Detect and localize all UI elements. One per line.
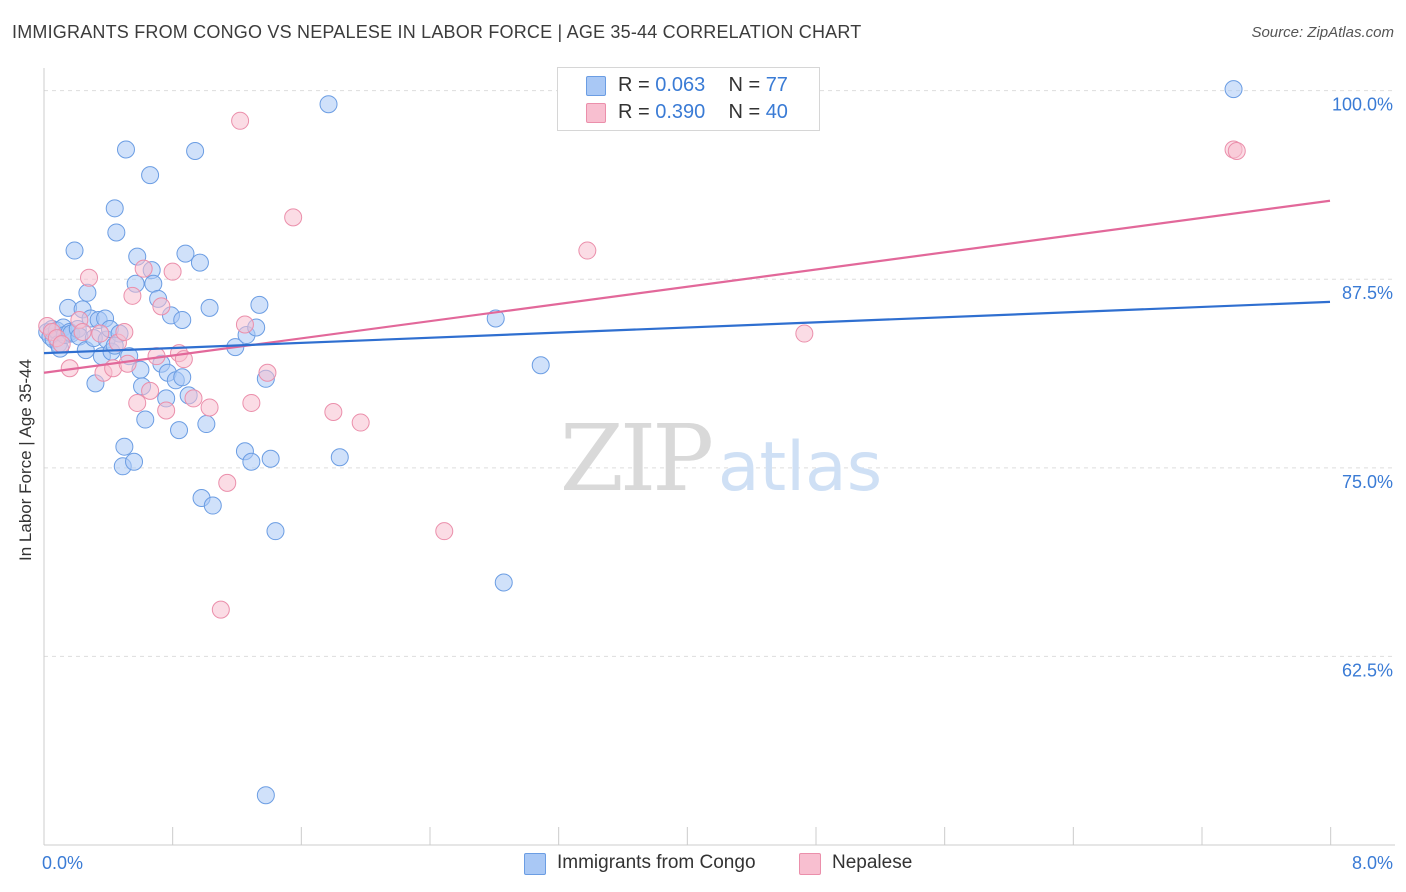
source-label: Source: ZipAtlas.com (1251, 24, 1394, 41)
nepalese-point (123, 286, 142, 305)
nepalese-point (115, 323, 134, 342)
nepalese-point (73, 323, 92, 342)
nepalese-point (128, 393, 147, 412)
legend-r-label: R = (618, 74, 656, 96)
nepalese-trend-line (43, 199, 1331, 374)
congo-point (1224, 80, 1243, 99)
y-tick-label: 75.0% (1342, 472, 1393, 492)
legend-n-value: 40 (765, 101, 788, 123)
congo-point (319, 95, 338, 114)
congo-point (144, 274, 163, 293)
watermark-zip: ZIP (560, 405, 711, 512)
watermark: ZIP atlas (560, 405, 882, 512)
congo-point (173, 368, 192, 387)
legend-swatch-congo (524, 853, 546, 875)
nepalese-point (152, 297, 171, 316)
congo-point (494, 573, 513, 592)
nepalese-point (211, 600, 230, 619)
y-tick-label: 100.0% (1332, 95, 1393, 115)
legend-swatch-nepalese (799, 853, 821, 875)
congo-trend-line (43, 300, 1331, 355)
congo-point (186, 141, 205, 160)
nepalese-point (258, 363, 277, 382)
congo-point (107, 223, 126, 242)
y-tick-label: 87.5% (1342, 283, 1393, 303)
legend-label-nepalese: Nepalese (832, 852, 913, 873)
congo-point (203, 496, 222, 515)
nepalese-point (242, 393, 261, 412)
congo-point (136, 410, 155, 429)
nepalese-point (578, 241, 597, 260)
correlation-legend: R = 0.063 N = 77 R = 0.390 N = 40 (557, 67, 820, 131)
congo-point (141, 166, 160, 185)
congo-point (261, 449, 280, 468)
nepalese-point (351, 413, 370, 432)
legend-swatch-nepalese (586, 103, 606, 123)
nepalese-point (231, 111, 250, 130)
nepalese-point (163, 262, 182, 281)
congo-point (170, 421, 189, 440)
nepalese-point (284, 208, 303, 227)
congo-point (65, 241, 84, 260)
axes (43, 68, 1395, 846)
nepalese-point (200, 398, 219, 417)
congo-point (115, 437, 134, 456)
nepalese-point (218, 473, 237, 492)
legend-label-congo: Immigrants from Congo (557, 852, 756, 873)
congo-point (200, 298, 219, 317)
congo-point (242, 452, 261, 471)
nepalese-point (118, 354, 137, 373)
nepalese-point (134, 259, 153, 278)
congo-point (173, 310, 192, 329)
grid-lines (44, 90, 1395, 657)
nepalese-point (235, 315, 254, 334)
nepalese-point (324, 402, 343, 421)
congo-point (116, 140, 135, 159)
legend-swatch-congo (586, 76, 606, 96)
legend-n-value: 77 (765, 74, 788, 96)
legend-r-value: 0.390 (655, 101, 706, 123)
nepalese-point (80, 268, 99, 287)
legend-n-label: N = (728, 74, 766, 96)
congo-point (78, 283, 97, 302)
nepalese-point (1227, 141, 1246, 160)
congo-point (250, 295, 269, 314)
congo-point (266, 522, 285, 541)
congo-point (197, 415, 216, 434)
congo-point (330, 448, 349, 467)
legend-r-label: R = (618, 101, 656, 123)
legend-n-label: N = (728, 101, 766, 123)
congo-point (125, 452, 144, 471)
nepalese-point (91, 324, 110, 343)
series-nepalese-points (38, 111, 1246, 619)
congo-point (105, 199, 124, 218)
nepalese-point (795, 324, 814, 343)
congo-point (190, 253, 209, 272)
congo-point (531, 356, 550, 375)
nepalese-point (52, 335, 71, 354)
nepalese-point (141, 381, 160, 400)
congo-point (256, 786, 275, 805)
tick-labels: 100.0% 87.5% 75.0% 62.5% 0.0% 8.0% (42, 95, 1393, 873)
legend-r-value: 0.063 (655, 74, 706, 96)
trend-lines (43, 199, 1331, 374)
chart-title: IMMIGRANTS FROM CONGO VS NEPALESE IN LAB… (12, 22, 862, 42)
x-tick-label: 0.0% (42, 853, 83, 873)
congo-point (176, 244, 195, 263)
watermark-atlas: atlas (718, 428, 882, 507)
nepalese-point (157, 401, 176, 420)
nepalese-point (184, 389, 203, 408)
congo-point (486, 309, 505, 328)
y-tick-label: 62.5% (1342, 660, 1393, 680)
y-axis-label: In Labor Force | Age 35-44 (16, 359, 35, 561)
x-tick-label: 8.0% (1352, 853, 1393, 873)
nepalese-point (435, 522, 454, 541)
